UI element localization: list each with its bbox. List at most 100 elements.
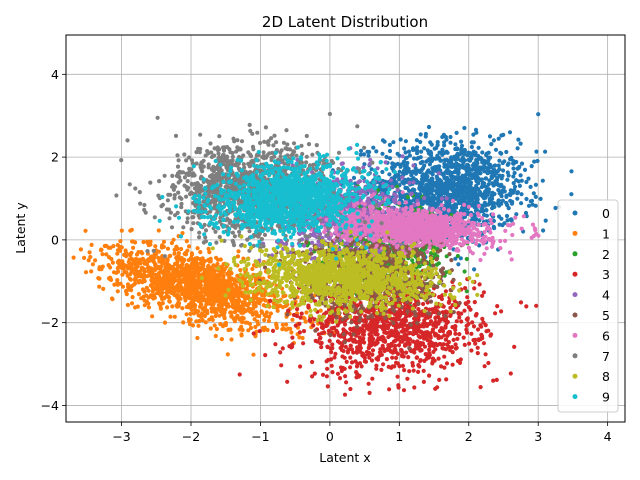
- scatter-point: [428, 159, 434, 164]
- scatter-point: [437, 341, 442, 347]
- scatter-point: [474, 170, 479, 175]
- scatter-point: [162, 320, 168, 325]
- scatter-point: [403, 150, 408, 155]
- scatter-point: [278, 350, 283, 355]
- scatter-point: [187, 322, 193, 327]
- scatter-point: [287, 344, 292, 349]
- scatter-point: [406, 355, 411, 360]
- scatter-point: [209, 306, 214, 311]
- scatter-point: [489, 142, 494, 147]
- scatter-point: [448, 180, 454, 185]
- scatter-point: [486, 158, 491, 163]
- scatter-point: [405, 160, 410, 166]
- scatter-point: [470, 320, 475, 325]
- scatter-point: [447, 331, 453, 336]
- scatter-point: [362, 162, 367, 167]
- scatter-point: [125, 302, 130, 308]
- scatter-point: [354, 370, 359, 375]
- scatter-point: [98, 248, 104, 253]
- scatter-point: [176, 251, 181, 256]
- scatter-point: [535, 158, 540, 164]
- scatter-point: [421, 336, 427, 341]
- scatter-point: [128, 253, 133, 258]
- scatter-point: [509, 155, 514, 160]
- scatter-point: [407, 180, 412, 185]
- scatter-point: [175, 260, 180, 265]
- scatter-point: [260, 297, 265, 302]
- scatter-point: [453, 342, 458, 347]
- scatter-point: [368, 332, 373, 337]
- scatter-point: [202, 286, 207, 291]
- scatter-point: [456, 178, 461, 183]
- scatter-point: [469, 140, 474, 145]
- scatter-point: [342, 322, 348, 327]
- scatter-point: [483, 352, 488, 357]
- scatter-point: [489, 192, 495, 197]
- scatter-point: [118, 263, 123, 268]
- scatter-point: [156, 228, 161, 233]
- scatter-point: [182, 292, 187, 298]
- scatter-point: [377, 315, 382, 321]
- scatter-point: [530, 202, 535, 207]
- scatter-point: [480, 158, 485, 163]
- scatter-point: [285, 379, 290, 384]
- scatter-point: [459, 319, 464, 324]
- scatter-point: [402, 328, 407, 333]
- scatter-point: [415, 346, 420, 351]
- scatter-point: [370, 348, 376, 353]
- scatter-point: [387, 172, 392, 177]
- scatter-point: [193, 256, 198, 261]
- scatter-point: [424, 170, 429, 175]
- scatter-point: [454, 175, 459, 180]
- scatter-point: [222, 314, 227, 319]
- scatter-point: [440, 346, 445, 351]
- scatter-point: [444, 337, 449, 342]
- scatter-point: [358, 148, 364, 153]
- scatter-point: [472, 300, 477, 305]
- scatter-point: [402, 368, 407, 373]
- scatter-point: [492, 201, 497, 206]
- scatter-point: [481, 341, 486, 346]
- scatter-point: [398, 164, 403, 169]
- scatter-point: [131, 266, 136, 271]
- scatter-point: [511, 158, 516, 164]
- scatter-point: [332, 333, 337, 338]
- scatter-point: [412, 316, 418, 322]
- scatter-point: [418, 139, 423, 145]
- scatter-point: [204, 302, 209, 307]
- scatter-point: [486, 167, 491, 172]
- scatter-point: [459, 149, 464, 154]
- scatter-point: [141, 277, 147, 282]
- scatter-point: [534, 149, 539, 154]
- scatter-point: [493, 147, 499, 152]
- scatter-point: [460, 158, 465, 164]
- scatter-point: [480, 203, 485, 208]
- scatter-point: [372, 327, 378, 332]
- scatter-point: [262, 317, 267, 323]
- scatter-point: [480, 165, 485, 170]
- scatter-point: [187, 267, 192, 272]
- scatter-point: [463, 301, 468, 306]
- chart-title: 2D Latent Distribution: [262, 13, 428, 31]
- scatter-point: [524, 196, 529, 202]
- scatter-point: [266, 318, 271, 324]
- scatter-point: [330, 370, 335, 375]
- scatter-point: [126, 259, 131, 265]
- scatter-point: [254, 313, 260, 318]
- scatter-point: [515, 166, 520, 171]
- scatter-point: [83, 228, 88, 233]
- scatter-point: [363, 359, 369, 364]
- scatter-point: [481, 320, 486, 325]
- scatter-point: [325, 384, 330, 389]
- scatter-point: [256, 322, 261, 327]
- scatter-point: [399, 318, 404, 323]
- scatter-point: [279, 363, 284, 368]
- scatter-point: [212, 287, 217, 293]
- scatter-point: [399, 348, 404, 353]
- scatter-point: [439, 150, 445, 155]
- scatter-point: [140, 273, 145, 278]
- scatter-point: [538, 196, 543, 201]
- scatter-point: [318, 341, 323, 346]
- scatter-point: [486, 150, 491, 155]
- scatter-point: [142, 261, 147, 266]
